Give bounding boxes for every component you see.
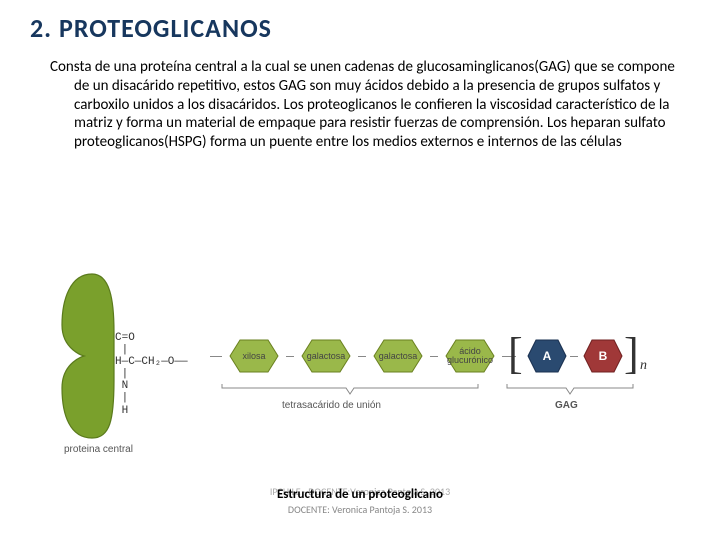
hex-acido: ácido glucurónico (436, 338, 504, 374)
tetra-label: tetrasacárido de unión (282, 400, 381, 411)
hex-b: B (576, 338, 630, 374)
hex-xilosa: xilosa (220, 338, 288, 374)
body-paragraph: Consta de una proteína central a la cual… (74, 58, 688, 152)
footer-text: DOCENTE: Veronica Pantoja S. 2013 (0, 503, 720, 516)
subscript-n: n (640, 358, 647, 374)
diagram-caption: Estructura de un proteoglicano (0, 487, 720, 502)
hex-galactosa-1: galactosa (292, 338, 360, 374)
hex-a: A (520, 338, 574, 374)
slide-title: 2. PROTEOGLICANOS (30, 12, 696, 44)
protein-central-label: proteina central (64, 444, 133, 455)
tetra-brace (220, 382, 480, 396)
bracket-right: ] (624, 328, 639, 379)
amino-chain: C=O | H—C—CH₂—O—— | N | H (115, 332, 188, 417)
proteoglycan-diagram: serina proteina central C=O | H—C—CH₂—O—… (60, 270, 660, 470)
gag-brace (505, 382, 635, 396)
hex-galactosa-2: galactosa (364, 338, 432, 374)
gag-label: GAG (555, 400, 578, 411)
